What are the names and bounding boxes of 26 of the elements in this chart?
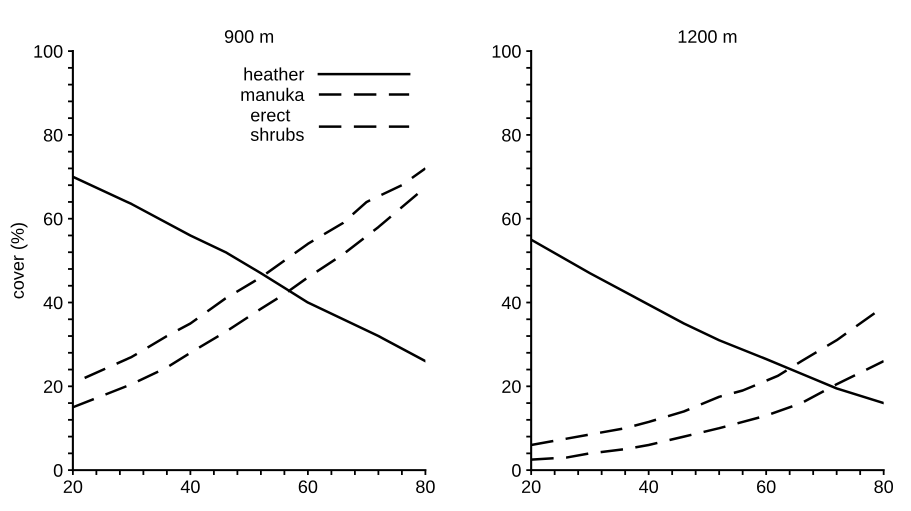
x-tick-label: 40 [180, 480, 200, 494]
x-tick-label: 60 [757, 480, 776, 494]
y-tick-label: 80 [502, 128, 521, 142]
legend-label: erect shrubs [250, 110, 304, 141]
legend-label: heather [244, 67, 304, 81]
y-tick-label: 80 [44, 128, 62, 142]
chart-title: 1200 m [678, 30, 736, 43]
x-tick-label: 20 [64, 480, 82, 494]
y-tick-label: 20 [502, 380, 521, 394]
y-tick-label: 100 [492, 45, 521, 58]
x-tick-label: 80 [874, 480, 894, 494]
y-tick-label: 40 [502, 296, 521, 310]
y-tick-label: 60 [502, 212, 521, 226]
chart-title: 900 m [224, 30, 274, 43]
legend-label: manuka [241, 88, 304, 102]
x-tick-label: 80 [416, 480, 435, 494]
y-tick-label: 0 [54, 464, 62, 477]
y-tick-label: 0 [512, 464, 521, 477]
x-tick-label: 60 [298, 480, 318, 494]
y-tick-label: 100 [34, 45, 62, 58]
y-tick-label: 60 [44, 212, 62, 226]
y-axis-title: cover (%) [10, 223, 28, 298]
x-tick-label: 40 [639, 480, 658, 494]
x-tick-label: 20 [522, 480, 540, 494]
y-tick-label: 20 [44, 380, 62, 394]
y-tick-label: 40 [43, 296, 62, 310]
